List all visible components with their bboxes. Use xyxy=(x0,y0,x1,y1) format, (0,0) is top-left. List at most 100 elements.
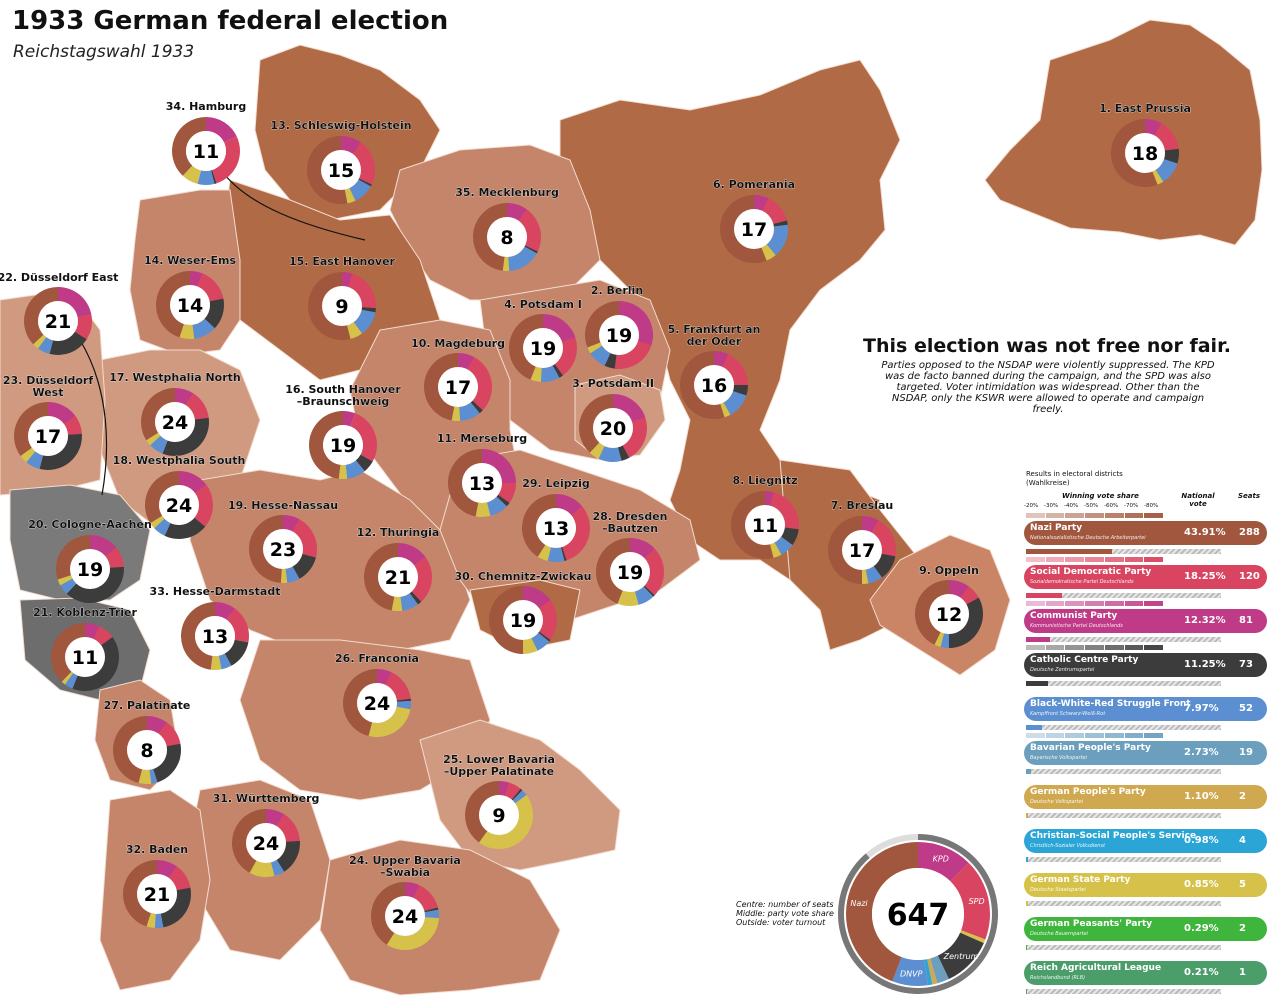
party-row: Communist Party Kommunistische Partei Deu… xyxy=(1024,609,1267,633)
donut-segment-kpd xyxy=(619,301,654,346)
district-donut: 15 13. Schleswig-Holstein xyxy=(270,119,412,204)
district-donut: 19 2. Berlin xyxy=(584,284,654,369)
national-donut: 647 KPD SPD Zentrum DNVP Nazi xyxy=(837,834,998,994)
donut-segment-dnvp xyxy=(353,309,376,334)
national-seats: 647 xyxy=(887,898,950,933)
donut-segment-kpd xyxy=(754,195,769,211)
donut-segment-nazi xyxy=(472,203,507,271)
donut-segment-spd xyxy=(158,722,181,747)
national-caption-line: Centre: number of seats xyxy=(736,900,834,909)
donut-segment-dsp xyxy=(33,334,47,349)
party-seats: 19 xyxy=(1239,747,1253,758)
donut-segment-dsp xyxy=(502,256,510,272)
donut-segment-dsp xyxy=(150,515,165,529)
donut-segment-zentrum xyxy=(409,591,422,605)
donut-hole xyxy=(159,485,199,525)
turnout-ring-remainder xyxy=(865,834,918,858)
party-name: German Peasants' Party xyxy=(1030,919,1153,929)
district-seats: 21 xyxy=(45,311,71,333)
page-title: 1933 German federal election xyxy=(12,6,449,36)
national-caption-line: Outside: voter turnout xyxy=(736,918,826,927)
donut-segment-dsp xyxy=(182,165,202,184)
donut-hole xyxy=(385,896,425,936)
donut-segment-dnvp xyxy=(218,653,232,670)
district-label: 19. Hesse-Nassau xyxy=(228,499,338,512)
party-subname: Kampffront Schwarz-Weiß-Rot xyxy=(1030,711,1106,717)
donut-segment-dnvp xyxy=(154,913,164,928)
party-subname: Reichslandbund (RLB) xyxy=(1030,975,1086,981)
donut-segment-dnvp xyxy=(723,391,747,415)
district-donut: 17 10. Magdeburg xyxy=(411,337,505,422)
donut-segment-zentrum xyxy=(292,553,316,579)
district-seats: 17 xyxy=(741,219,767,241)
district-label: 32. Baden xyxy=(126,843,188,856)
district-label: 8. Liegnitz xyxy=(732,474,797,487)
donut-segment-kpd xyxy=(283,515,300,532)
district-seats: 19 xyxy=(330,435,356,457)
donut-segment-kpd xyxy=(377,669,392,685)
donut-segment-dsp xyxy=(61,671,74,685)
district-seats: 17 xyxy=(445,377,471,399)
legend-seats: Seats xyxy=(1238,492,1261,500)
donut-segment-dsp xyxy=(57,575,73,586)
donut-segment-dnvp xyxy=(349,179,371,201)
party-seats: 5 xyxy=(1239,879,1246,890)
donut-segment-dnvp xyxy=(270,859,285,876)
notice-heading: This election was not free nor fair. xyxy=(863,335,1231,357)
donut-segment-zentrum xyxy=(552,364,563,378)
donut-segment-kpd xyxy=(85,623,100,639)
donut-segment-nazi xyxy=(113,716,147,783)
donut-segment-dnvp xyxy=(508,246,537,271)
party-name: German State Party xyxy=(1030,875,1131,885)
district-label: 9. Oppeln xyxy=(919,564,979,577)
district-donut: 11 8. Liegnitz xyxy=(730,474,799,559)
donut-hole xyxy=(246,823,286,863)
party-subname: Bayerische Volkspartei xyxy=(1030,755,1087,761)
donut-segment-kpd xyxy=(58,287,92,318)
district-seats: 24 xyxy=(162,412,188,434)
district-label: –Braunschweig xyxy=(297,395,390,408)
party-scale xyxy=(1026,601,1164,606)
donut-segment-spd xyxy=(722,354,748,385)
district-donut: 14 14. Weser-Ems xyxy=(144,254,237,339)
party-vote-bar-fill xyxy=(1026,725,1042,730)
donut-segment-dsp xyxy=(589,442,605,459)
donut-segment-kpd xyxy=(266,809,285,827)
donut-segment-nazi xyxy=(489,586,523,654)
district-label: 7. Breslau xyxy=(831,499,894,512)
donut-segment-spd xyxy=(1154,123,1179,151)
district-seats: 24 xyxy=(253,833,279,855)
donut-segment-nazi xyxy=(730,491,774,559)
district-label: 21. Koblenz-Trier xyxy=(33,606,137,619)
donut-hole xyxy=(263,529,303,569)
party-name: German People's Party xyxy=(1030,787,1146,797)
district-seats: 19 xyxy=(510,610,536,632)
party-subname: Deutsche Zentrumspartei xyxy=(1030,667,1095,673)
party-vote-bar-fill xyxy=(1026,593,1062,598)
district-seats: 19 xyxy=(77,559,103,581)
hamburg-connector xyxy=(224,174,366,241)
donut-segment-spd xyxy=(93,626,113,646)
donut-segment-nazi xyxy=(171,117,206,176)
district-donut: 17 6. Pomerania xyxy=(713,178,795,263)
donut-segment-zentrum xyxy=(153,743,181,783)
district-donut: 9 15. East Hanover xyxy=(289,255,396,340)
party-row: German Peasants' Party Deutsche Bauernpar… xyxy=(1024,917,1267,941)
party-name: Bavarian People's Party xyxy=(1030,743,1151,753)
donut-segment-zentrum xyxy=(604,353,617,369)
district-donut: 19 20. Cologne-Aachen xyxy=(28,518,152,603)
donut-segment-dnvp xyxy=(459,402,480,421)
donut-segment-zentrum xyxy=(49,331,87,355)
donut-segment-spd xyxy=(622,417,647,458)
district-donut: 11 21. Koblenz-Trier xyxy=(33,606,138,692)
donut-segment-dsp xyxy=(346,322,362,339)
party-row: Nazi Party Nationalsozialistische Deutsch… xyxy=(1024,521,1267,545)
district-seats: 24 xyxy=(364,693,390,715)
district-donut: 9 25. Lower Bavaria–Upper Palatinate xyxy=(443,753,555,850)
donut-hole xyxy=(694,365,734,405)
donut-hole xyxy=(842,530,882,570)
donut-segment-dnvp xyxy=(424,909,439,919)
donut-segment-dsp xyxy=(451,406,461,422)
party-vote: 2.73% xyxy=(1184,747,1219,758)
district-seats: 19 xyxy=(606,325,632,347)
